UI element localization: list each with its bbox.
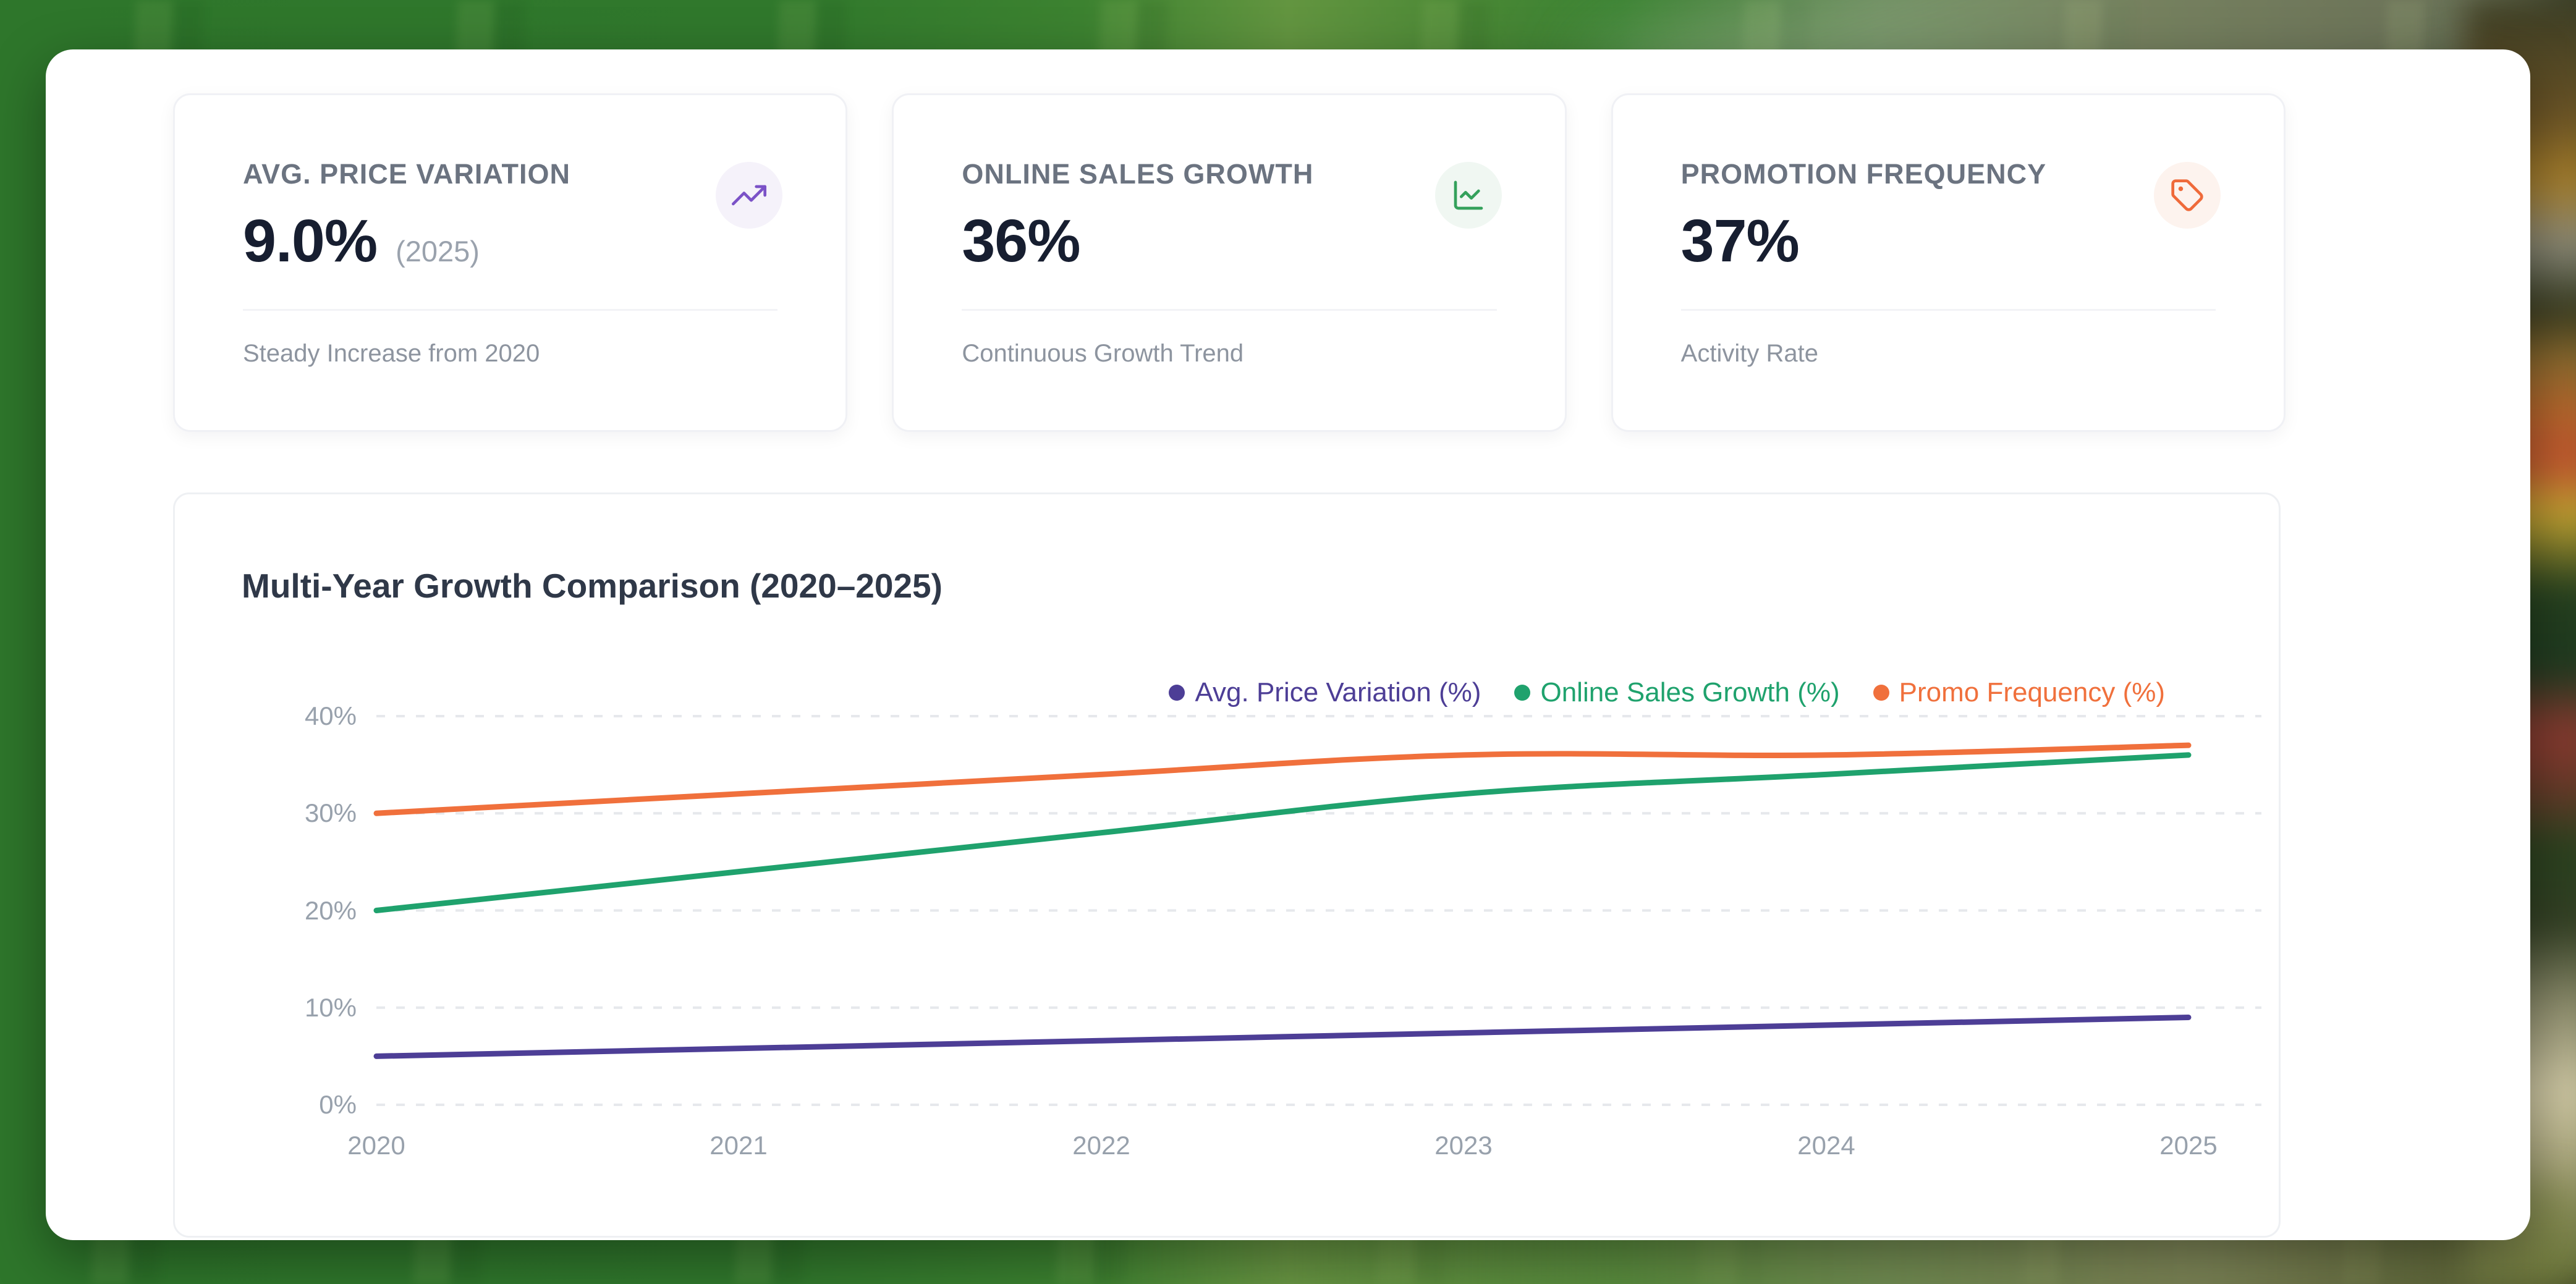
kpi-icon-circle — [1434, 162, 1502, 229]
legend-label: Avg. Price Variation (%) — [1195, 677, 1481, 707]
kpi-value-row: 37% — [1681, 206, 2216, 276]
trending-up-icon — [732, 185, 767, 206]
kpi-value: 36% — [962, 207, 1080, 274]
kpi-title: AVG. PRICE VARIATION — [243, 158, 571, 190]
y-axis-tick-0: 0% — [319, 1090, 357, 1119]
legend-label: Promo Frequency (%) — [1899, 677, 2165, 707]
kpi-value: 9.0% — [243, 207, 378, 274]
y-axis-tick-40: 40% — [304, 701, 357, 730]
legend-dot-icon — [1169, 685, 1185, 701]
kpi-card-promotion-frequency: PROMOTION FREQUENCY 37% Activity Rate — [1611, 93, 2286, 432]
growth-chart-svg — [373, 715, 2261, 1106]
series-line — [373, 1014, 2192, 1059]
chart-legend: Avg. Price Variation (%) Online Sales Gr… — [1169, 677, 2165, 708]
legend-dot-icon — [1514, 685, 1531, 701]
kpi-card-price-variation: AVG. PRICE VARIATION 9.0% (2025) Steady … — [173, 93, 848, 432]
growth-comparison-card: Multi-Year Growth Comparison (2020–2025)… — [173, 492, 2281, 1238]
tag-icon — [2171, 179, 2203, 211]
legend-item-price-variation[interactable]: Avg. Price Variation (%) — [1169, 677, 1481, 708]
legend-label: Online Sales Growth (%) — [1540, 677, 1840, 707]
series-line — [373, 742, 2192, 816]
dashboard-panel: AVG. PRICE VARIATION 9.0% (2025) Steady … — [46, 49, 2530, 1240]
kpi-footnote: Activity Rate — [1680, 340, 1818, 367]
x-axis-tick-2025: 2025 — [2159, 1131, 2218, 1160]
kpi-value-year: (2025) — [396, 235, 480, 268]
y-axis-tick-30: 30% — [304, 798, 357, 827]
kpi-value: 37% — [1680, 207, 1800, 274]
x-axis-tick-2021: 2021 — [710, 1131, 768, 1160]
kpi-title: PROMOTION FREQUENCY — [1680, 158, 2047, 190]
kpi-value-row: 36% — [962, 206, 1496, 276]
divider — [243, 309, 778, 311]
kpi-card-row: AVG. PRICE VARIATION 9.0% (2025) Steady … — [173, 93, 2286, 432]
chart-line-icon — [1454, 180, 1483, 210]
kpi-title: ONLINE SALES GROWTH — [962, 158, 1314, 190]
x-axis-tick-2022: 2022 — [1072, 1131, 1130, 1160]
y-axis-tick-20: 20% — [304, 896, 357, 925]
y-axis-tick-10: 10% — [304, 993, 357, 1022]
legend-item-promo-frequency[interactable]: Promo Frequency (%) — [1873, 677, 2165, 708]
kpi-card-online-sales: ONLINE SALES GROWTH 36% Continuous Growt… — [892, 93, 1567, 432]
kpi-footnote: Continuous Growth Trend — [962, 340, 1244, 367]
divider — [962, 309, 1497, 311]
x-axis-tick-2024: 2024 — [1797, 1131, 1855, 1160]
divider — [1680, 309, 2216, 311]
series-line — [373, 752, 2192, 913]
x-axis-tick-2023: 2023 — [1434, 1131, 1493, 1160]
kpi-value-row: 9.0% (2025) — [243, 206, 777, 276]
x-axis-tick-2020: 2020 — [347, 1131, 405, 1160]
kpi-icon-circle — [2153, 162, 2221, 229]
legend-dot-icon — [1873, 685, 1889, 701]
chart-title: Multi-Year Growth Comparison (2020–2025) — [242, 567, 943, 605]
kpi-icon-circle — [716, 162, 783, 229]
legend-item-online-sales[interactable]: Online Sales Growth (%) — [1514, 677, 1840, 708]
kpi-footnote: Steady Increase from 2020 — [243, 340, 540, 367]
